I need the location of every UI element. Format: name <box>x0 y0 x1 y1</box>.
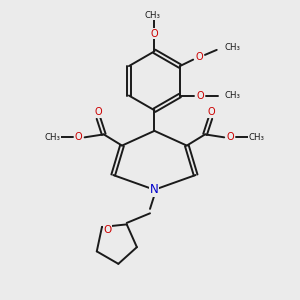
Text: CH₃: CH₃ <box>248 133 264 142</box>
Text: O: O <box>94 107 102 117</box>
Text: CH₃: CH₃ <box>224 43 240 52</box>
Text: O: O <box>75 132 82 142</box>
Text: O: O <box>103 225 111 235</box>
Text: CH₃: CH₃ <box>144 11 160 20</box>
Text: O: O <box>195 52 203 62</box>
Text: O: O <box>151 29 158 39</box>
Text: O: O <box>196 91 204 100</box>
Text: N: N <box>150 183 159 196</box>
Text: O: O <box>207 107 215 117</box>
Text: O: O <box>226 132 234 142</box>
Text: CH₃: CH₃ <box>45 133 61 142</box>
Text: CH₃: CH₃ <box>224 91 240 100</box>
